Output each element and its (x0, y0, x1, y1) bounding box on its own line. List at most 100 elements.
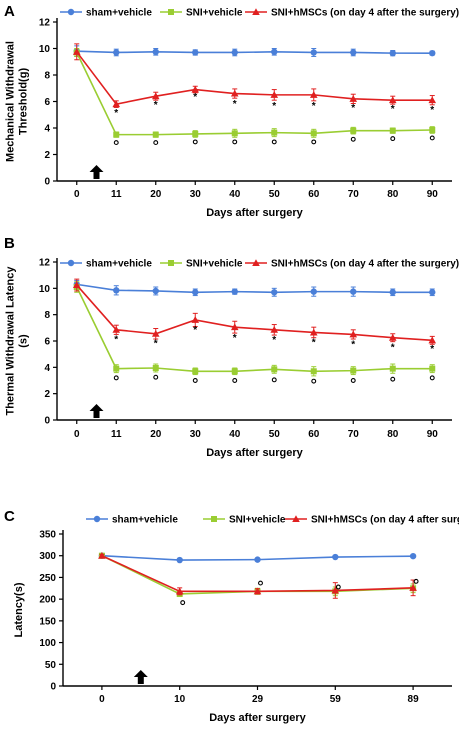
y-axis-title: Threshold(g) (18, 68, 30, 136)
data-point (231, 368, 238, 375)
chart-panel-b: B 0 2 4 6 8 10 12 0 11 20 30 40 50 60 70 80 90 Days after … (4, 235, 459, 459)
significance-circle (113, 375, 119, 381)
data-point (309, 328, 318, 336)
x-tick-label: 80 (387, 189, 399, 200)
significance-asterisk: * (154, 100, 158, 111)
data-point (270, 326, 279, 333)
x-tick-label: 50 (269, 189, 281, 200)
data-point (429, 126, 436, 133)
x-tick-label: 59 (330, 694, 342, 705)
data-point (151, 329, 160, 337)
y-tick-label: 150 (39, 616, 56, 627)
y-tick-label: 10 (39, 44, 51, 55)
x-tick-label: 40 (229, 189, 241, 200)
data-point (389, 127, 396, 134)
legend-label: SNI+vehicle (229, 515, 286, 526)
y-tick-label: 0 (44, 416, 50, 427)
significance-asterisk: * (233, 99, 237, 110)
x-tick-label: 60 (308, 189, 320, 200)
series-1 (73, 281, 436, 377)
x-axis-title: Days after surgery (206, 207, 303, 219)
data-point (72, 281, 81, 289)
data-point (192, 289, 199, 296)
data-point (113, 365, 120, 372)
legend-label: SNI+hMSCs (on day 4 after surgery) (311, 515, 459, 526)
y-tick-label: 12 (39, 258, 51, 269)
data-point (231, 130, 238, 137)
significance-circle (413, 578, 419, 584)
data-point (192, 368, 199, 375)
legend-marker (252, 259, 260, 266)
y-tick-label: 300 (39, 551, 56, 562)
legend-label: SNI+hMSCs (on day 4 after the surgery) (271, 259, 459, 270)
significance-circle (153, 374, 159, 380)
data-point (310, 288, 317, 295)
y-axis-title: Mechanical Withdrawal (5, 41, 17, 162)
legend-marker (168, 260, 174, 266)
x-tick-label: 90 (427, 189, 439, 200)
significance-circle (311, 139, 317, 145)
significance-asterisk: * (312, 338, 316, 349)
x-tick-label: 30 (190, 429, 202, 440)
data-point (254, 556, 261, 563)
panel-label: C (4, 508, 15, 525)
legend-marker (211, 516, 217, 522)
x-tick-label: 11 (111, 189, 122, 200)
significance-asterisk: * (272, 335, 276, 346)
series-line (76, 52, 433, 136)
data-point (331, 586, 340, 594)
panel-label: B (4, 235, 15, 252)
series-1 (73, 48, 436, 138)
x-tick-label: 80 (387, 429, 399, 440)
data-point (152, 364, 159, 371)
series-2 (72, 278, 437, 345)
data-point (271, 129, 278, 136)
significance-circle (311, 378, 317, 384)
y-tick-label: 8 (44, 310, 50, 321)
data-point (113, 49, 120, 56)
data-point (350, 127, 357, 134)
data-point (429, 365, 436, 372)
significance-asterisk: * (391, 342, 395, 353)
data-point (309, 91, 318, 98)
data-point (332, 553, 339, 561)
x-tick-label: 89 (408, 694, 420, 705)
significance-asterisk: * (193, 325, 197, 336)
data-point (349, 95, 358, 102)
y-tick-label: 0 (44, 177, 50, 188)
legend-marker (93, 515, 101, 523)
significance-circle (180, 600, 186, 606)
x-tick-label: 90 (427, 429, 439, 440)
y-tick-label: 50 (45, 660, 57, 671)
significance-circle (335, 584, 341, 590)
y-tick-label: 10 (39, 284, 51, 295)
y-tick-label: 4 (44, 363, 50, 374)
data-point (151, 92, 160, 100)
data-point (192, 49, 199, 56)
data-point (350, 367, 357, 374)
data-point (152, 287, 159, 295)
x-axis-title: Days after surgery (206, 447, 303, 459)
legend-label: sham+vehicle (86, 259, 152, 270)
y-tick-label: 12 (39, 18, 51, 29)
series-0 (73, 45, 436, 57)
data-point (409, 552, 417, 560)
significance-circle (232, 139, 238, 145)
data-point (112, 326, 121, 333)
y-tick-label: 2 (44, 389, 50, 400)
significance-circle (192, 378, 198, 383)
significance-circle (153, 140, 159, 146)
x-tick-label: 30 (190, 189, 202, 200)
data-point (429, 289, 436, 296)
legend-label: sham+vehicle (112, 515, 178, 526)
y-tick-label: 2 (44, 150, 50, 161)
x-tick-label: 0 (74, 429, 80, 440)
data-point (271, 366, 278, 373)
data-point (270, 91, 279, 98)
x-tick-label: 11 (111, 429, 122, 440)
data-point (271, 48, 278, 56)
series-0 (73, 279, 436, 297)
significance-asterisk: * (114, 108, 118, 119)
significance-asterisk: * (154, 338, 158, 349)
x-tick-label: 10 (174, 694, 186, 705)
